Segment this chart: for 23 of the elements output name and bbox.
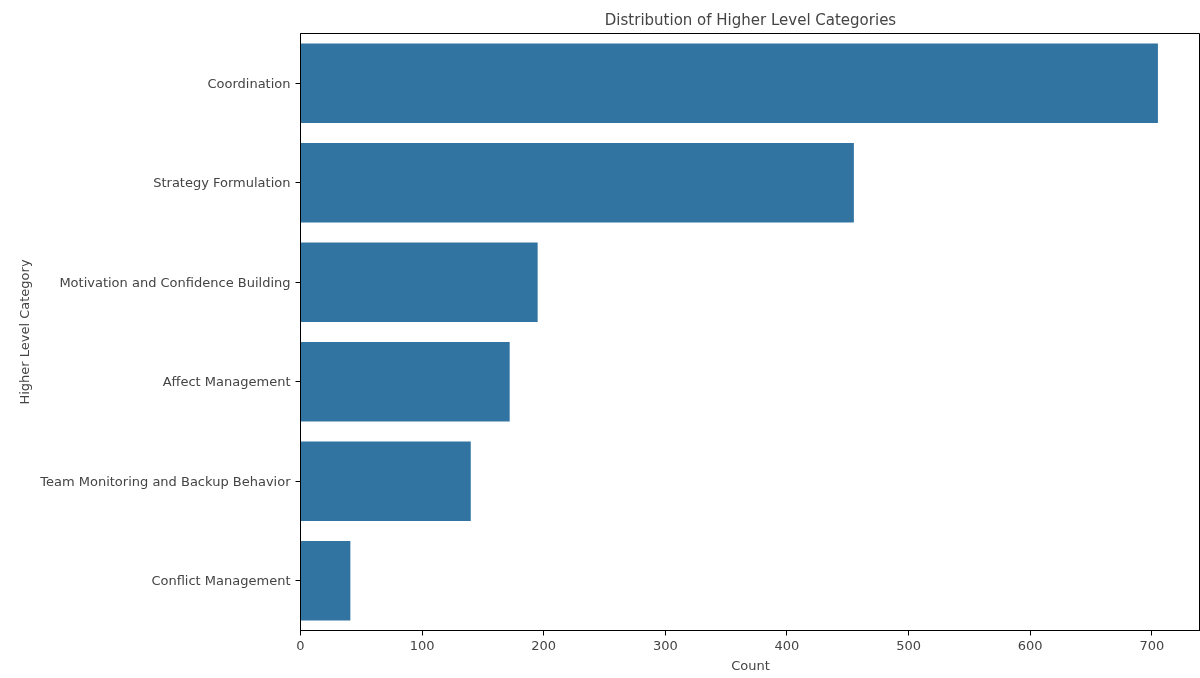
x-tick-label: 400 <box>774 637 800 653</box>
x-tick-label: 500 <box>896 637 922 653</box>
x-axis-title: Count <box>731 657 770 673</box>
y-tick-label: Affect Management <box>162 374 291 390</box>
bar <box>300 540 351 621</box>
y-tick-label: Coordination <box>207 75 291 91</box>
x-tick-label: 700 <box>1139 637 1165 653</box>
chart-title: Distribution of Higher Level Categories <box>604 10 897 29</box>
y-tick-label: Strategy Formulation <box>153 175 291 191</box>
bar <box>300 441 471 522</box>
y-tick-label: Motivation and Confidence Building <box>59 274 291 290</box>
bar <box>300 242 538 323</box>
bar <box>300 43 1158 124</box>
y-tick-label: Conflict Management <box>151 573 291 589</box>
bar <box>300 142 854 223</box>
x-tick-label: 300 <box>652 637 678 653</box>
x-tick-label: 0 <box>296 637 305 653</box>
bar <box>300 341 510 422</box>
x-tick-label: 200 <box>531 637 557 653</box>
x-tick-label: 100 <box>409 637 435 653</box>
x-tick-label: 600 <box>1017 637 1043 653</box>
y-tick-label: Team Monitoring and Backup Behavior <box>39 473 292 489</box>
y-axis-title: Higher Level Category <box>17 259 33 405</box>
